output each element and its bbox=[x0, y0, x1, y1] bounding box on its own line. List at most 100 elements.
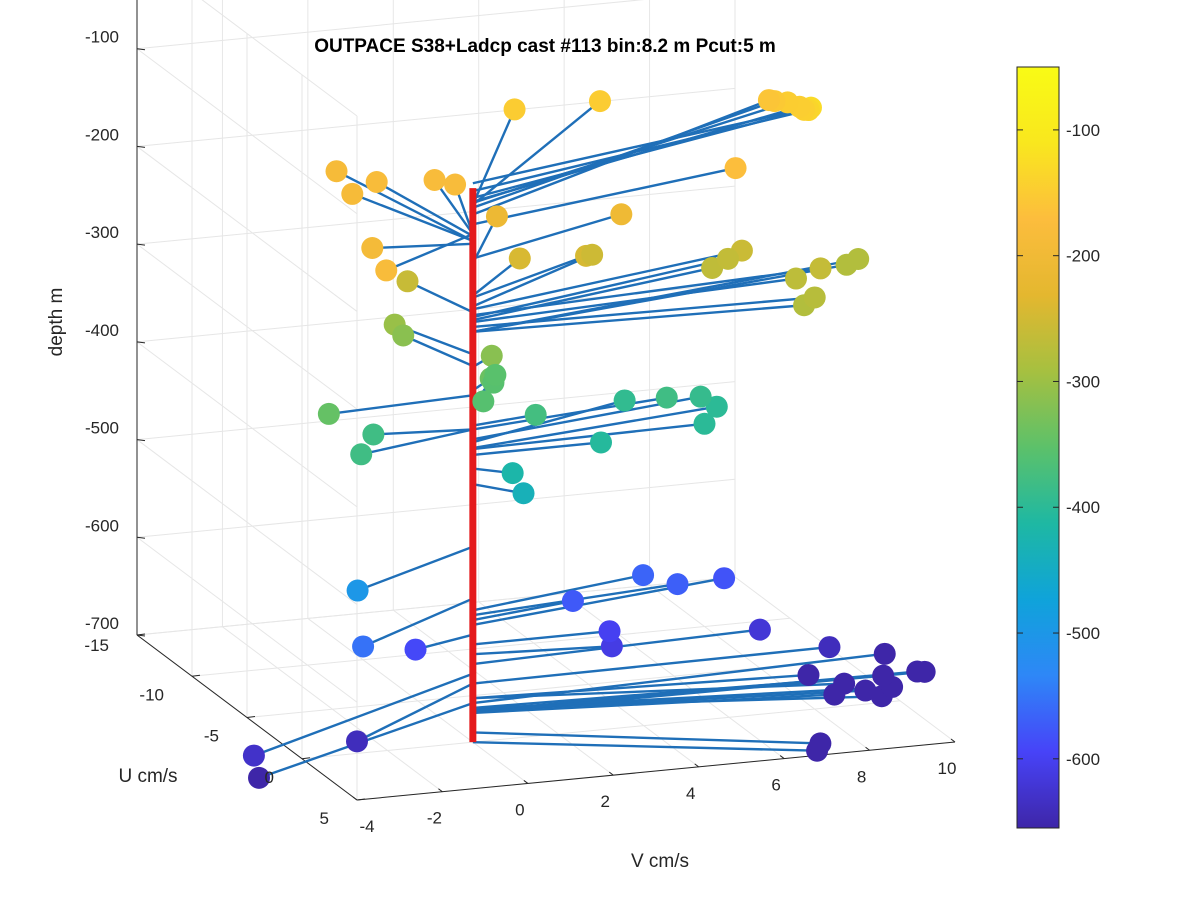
velocity-vector bbox=[472, 422, 705, 451]
gridline-left-z bbox=[201, 0, 358, 117]
z-tick-mark bbox=[136, 243, 146, 246]
data-point bbox=[365, 170, 388, 193]
data-point bbox=[809, 257, 832, 280]
y-tick-label: -15 bbox=[84, 636, 109, 655]
data-point bbox=[352, 635, 375, 658]
velocity-vector bbox=[472, 99, 775, 209]
z-axis-label: depth m bbox=[46, 288, 67, 357]
velocity-vector bbox=[335, 170, 474, 242]
data-point bbox=[346, 730, 368, 753]
data-point bbox=[847, 248, 870, 270]
velocity-vector bbox=[472, 98, 770, 216]
gridline-left-z bbox=[136, 341, 358, 508]
velocity-vector bbox=[472, 405, 717, 450]
x-tick-mark bbox=[608, 771, 614, 776]
velocity-vector bbox=[472, 266, 713, 322]
x-tick-label: 4 bbox=[686, 784, 695, 803]
data-point bbox=[748, 618, 771, 641]
velocity-vector bbox=[472, 213, 622, 260]
data-point bbox=[423, 169, 446, 192]
velocity-vector bbox=[472, 599, 574, 622]
x-tick-label: 10 bbox=[938, 759, 957, 778]
data-point bbox=[803, 286, 826, 309]
velocity-vector bbox=[472, 257, 729, 319]
velocity-vector bbox=[472, 573, 644, 612]
z-tick-label: -400 bbox=[85, 321, 119, 340]
tick-labels: -4-20246810-15-10-5050-100-200-300-400-5… bbox=[84, 28, 957, 836]
data-point bbox=[693, 412, 716, 435]
velocity-vector bbox=[472, 731, 821, 745]
velocity-vector bbox=[360, 428, 474, 456]
colorbar: -100 -200 -300 -400 -500 -600 bbox=[1016, 66, 1100, 829]
velocity-vector bbox=[472, 100, 601, 206]
data-point bbox=[806, 739, 829, 762]
x-tick-label: 0 bbox=[515, 800, 524, 819]
velocity-vector bbox=[472, 652, 885, 705]
gridline-left-z bbox=[136, 439, 358, 605]
x-tick-mark bbox=[523, 780, 529, 784]
x-axis-line bbox=[356, 741, 956, 801]
z-tick-label: -300 bbox=[85, 223, 119, 242]
y-tick-mark bbox=[356, 798, 366, 801]
colorbar-tick-label: -300 bbox=[1066, 372, 1100, 391]
velocity-vector bbox=[253, 672, 474, 757]
y-tick-label: 0 bbox=[265, 768, 274, 787]
velocity-vector bbox=[356, 682, 474, 743]
data-point bbox=[524, 403, 547, 426]
data-point bbox=[392, 324, 415, 347]
data-point bbox=[362, 423, 385, 446]
colorbar-tick-label: -200 bbox=[1066, 247, 1100, 266]
velocity-vector bbox=[385, 232, 474, 272]
data-point bbox=[757, 89, 780, 112]
data-point bbox=[361, 237, 384, 259]
velocity-vector bbox=[376, 180, 474, 238]
data-point bbox=[508, 247, 531, 270]
data-point bbox=[598, 620, 621, 643]
data-point bbox=[632, 564, 655, 587]
data-point bbox=[248, 766, 271, 789]
data-point bbox=[444, 173, 467, 196]
data-point bbox=[317, 402, 340, 425]
z-tick-label: -500 bbox=[85, 419, 119, 438]
data-points bbox=[242, 89, 936, 789]
velocity-vector bbox=[471, 108, 516, 206]
z-tick-mark bbox=[136, 48, 146, 51]
velocity-vector bbox=[328, 394, 474, 416]
x-tick-label: -2 bbox=[427, 809, 442, 828]
velocity-vector bbox=[373, 428, 473, 436]
velocity-vector bbox=[433, 179, 474, 235]
velocity-vector bbox=[472, 630, 610, 646]
data-point bbox=[350, 443, 373, 466]
z-tick-mark bbox=[136, 145, 146, 148]
gridline-left-z bbox=[136, 536, 358, 703]
data-point bbox=[716, 247, 739, 270]
data-point bbox=[501, 462, 524, 485]
data-point bbox=[503, 98, 526, 121]
colorbar-gradient bbox=[1016, 66, 1060, 829]
data-point bbox=[396, 270, 419, 293]
data-point bbox=[484, 363, 507, 386]
data-point bbox=[341, 182, 364, 205]
velocity-vector bbox=[472, 249, 743, 311]
data-point bbox=[588, 90, 611, 113]
velocity-vector bbox=[472, 253, 593, 308]
data-point bbox=[655, 386, 678, 409]
data-point bbox=[873, 642, 896, 665]
data-point bbox=[724, 157, 747, 180]
x-tick-label: 8 bbox=[857, 767, 866, 786]
y-tick-label: -10 bbox=[139, 685, 164, 704]
x-tick-label: -4 bbox=[359, 817, 374, 836]
z-tick-label: -600 bbox=[85, 516, 119, 535]
data-point bbox=[512, 482, 535, 505]
data-point bbox=[823, 683, 846, 706]
colorbar-tick-label: -400 bbox=[1066, 498, 1100, 517]
y-tick-label: -5 bbox=[204, 727, 219, 746]
gridline-floor-u bbox=[301, 700, 901, 760]
gridline-back-z bbox=[136, 478, 736, 538]
velocity-vector bbox=[472, 396, 667, 431]
data-point bbox=[818, 636, 841, 659]
axes bbox=[136, 0, 956, 801]
data-point bbox=[610, 203, 633, 226]
